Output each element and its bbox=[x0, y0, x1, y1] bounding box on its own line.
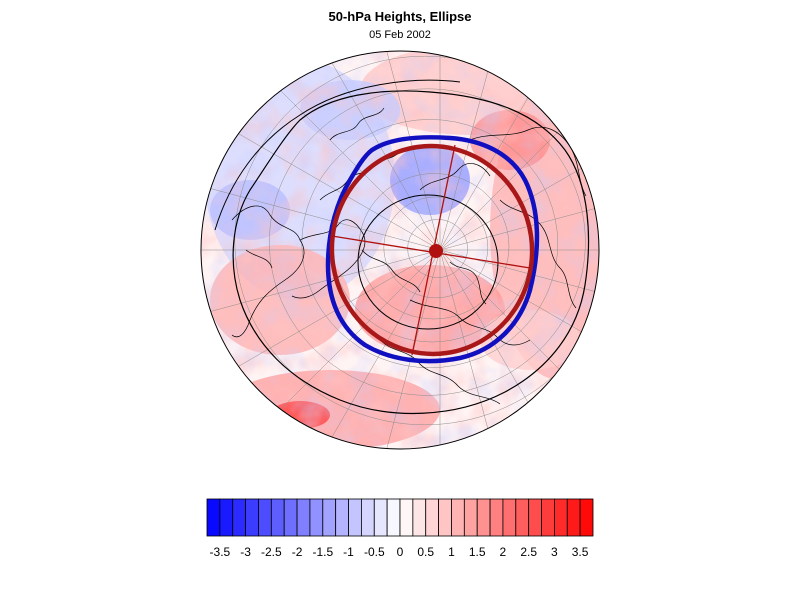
colorbar-tick-label: -2 bbox=[292, 545, 303, 559]
meridian-line bbox=[356, 51, 441, 251]
colorbar-tick-label: 0 bbox=[397, 545, 404, 559]
colorbar-tick-label: 2 bbox=[500, 545, 507, 559]
colorbar-box bbox=[296, 498, 311, 537]
colorbar-box bbox=[322, 498, 337, 537]
chart-subtitle: 05 Feb 2002 bbox=[369, 29, 431, 41]
colorbar-box bbox=[232, 498, 246, 537]
colorbar-box bbox=[309, 498, 324, 537]
meridian-line bbox=[439, 249, 524, 449]
colorbar-box bbox=[245, 498, 259, 537]
colorbar-box bbox=[566, 498, 581, 537]
colorbar-tick-label: 0.5 bbox=[417, 545, 434, 559]
colorbar-tick-label: 2.5 bbox=[520, 545, 537, 559]
colorbar-box bbox=[502, 498, 517, 537]
chart-title: 50-hPa Heights, Ellipse bbox=[328, 9, 472, 24]
colorbar-tick-label: -0.5 bbox=[364, 545, 385, 559]
height-contours bbox=[214, 79, 590, 415]
meridian-line bbox=[439, 249, 599, 449]
colorbar-box bbox=[373, 498, 388, 537]
colorbar-box bbox=[579, 498, 594, 537]
meridian-line bbox=[201, 166, 441, 251]
meridian-line bbox=[201, 249, 441, 334]
colorbar-box bbox=[489, 498, 504, 537]
latitude-circle bbox=[234, 55, 599, 426]
colorbar-box bbox=[476, 498, 491, 537]
colorbar-tick-label: -1.5 bbox=[312, 545, 333, 559]
latitude-circle bbox=[358, 173, 510, 320]
colorbar-box bbox=[206, 498, 221, 537]
colorbar-box bbox=[258, 498, 272, 537]
meridian-line bbox=[439, 249, 599, 411]
coastline-path bbox=[419, 163, 491, 191]
colorbar-box bbox=[554, 498, 568, 537]
colorbar-labels: -3.5 -3 -2.5 -2 -1.5 -1 -0.5 0 0.5 1 1.5 2 2.5 3 3.5 bbox=[210, 545, 589, 559]
colorbar-tick-label: -3 bbox=[240, 545, 251, 559]
colorbar-box bbox=[412, 498, 427, 537]
colorbar-tick-label: 1 bbox=[448, 545, 455, 559]
colorbar-box bbox=[528, 498, 542, 537]
colorbar-box bbox=[425, 498, 440, 537]
meridian-line bbox=[356, 249, 441, 449]
colorbar-tick-label: 3 bbox=[551, 545, 558, 559]
meridian-line bbox=[279, 249, 441, 449]
colorbar-box bbox=[438, 498, 452, 537]
map-border bbox=[200, 50, 600, 450]
colorbar-boxes bbox=[206, 498, 594, 537]
colorbar-tick-label: 3.5 bbox=[572, 545, 589, 559]
fitted-ellipse bbox=[329, 143, 535, 357]
latitude-circle bbox=[269, 88, 586, 396]
coastline-path bbox=[361, 249, 421, 293]
colorbar-box bbox=[515, 498, 530, 537]
colorbar-tick-label: 1.5 bbox=[469, 545, 486, 559]
colorbar-box bbox=[541, 498, 555, 537]
coastline-path bbox=[499, 199, 577, 309]
contour-outer bbox=[232, 90, 590, 415]
colorbar-box bbox=[219, 498, 234, 537]
contour-edge bbox=[214, 79, 461, 231]
latitude-circle bbox=[383, 196, 489, 299]
coastline-path bbox=[231, 205, 305, 338]
colorbar-box bbox=[386, 498, 401, 537]
vortex-overlay bbox=[325, 135, 540, 364]
colorbar-box bbox=[360, 498, 375, 537]
meridian-line bbox=[439, 51, 524, 251]
colorbar-box bbox=[463, 498, 478, 537]
coastline-path bbox=[469, 126, 587, 197]
coastline-path bbox=[409, 299, 531, 346]
contour-inner bbox=[357, 194, 499, 330]
coastline-path bbox=[379, 339, 501, 405]
colorbar-box bbox=[335, 498, 349, 537]
coastline-path bbox=[329, 107, 385, 141]
colorbar-tick-label: -3.5 bbox=[210, 545, 231, 559]
coastline-path bbox=[449, 261, 487, 305]
meridian-line bbox=[439, 51, 599, 251]
colorbar-box bbox=[348, 498, 362, 537]
colorbar-tick-label: -2.5 bbox=[261, 545, 282, 559]
colorbar-box bbox=[399, 498, 414, 537]
colorbar-box bbox=[270, 498, 285, 537]
meridian-line bbox=[439, 249, 599, 449]
colorbar-tick-label: -1 bbox=[343, 545, 354, 559]
coastline-path bbox=[245, 249, 273, 269]
colorbar-box bbox=[283, 498, 298, 537]
ellipse-center-marker bbox=[429, 244, 443, 258]
colorbar-box bbox=[451, 498, 465, 537]
meridian-line bbox=[279, 51, 441, 251]
